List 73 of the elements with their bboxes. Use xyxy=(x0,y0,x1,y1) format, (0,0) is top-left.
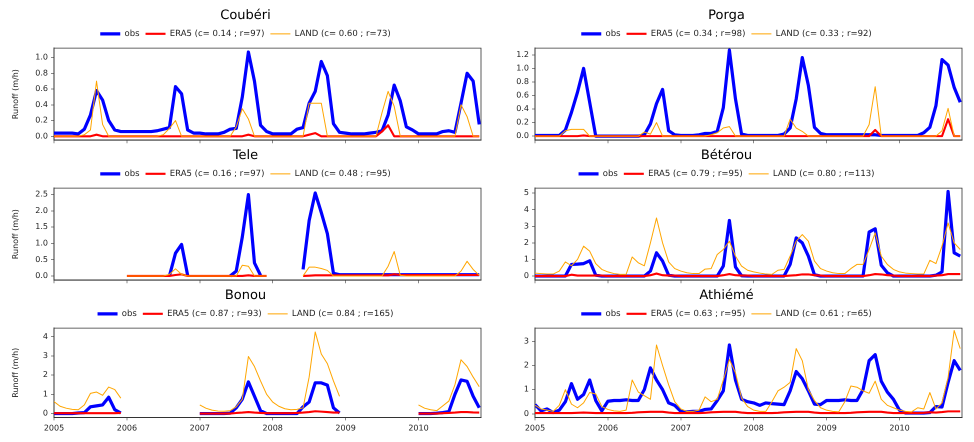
y-tick-label: 1 xyxy=(42,389,48,398)
y-axis-title: Runoff (m/h) xyxy=(10,209,20,260)
y-tick-label: 1.0 xyxy=(35,52,48,62)
x-tick-label: 2010 xyxy=(408,423,429,432)
legend-label: LAND (c= 0.33 ; r=92) xyxy=(776,29,872,40)
y-tick-label: 0.5 xyxy=(35,254,48,264)
legend-label: LAND (c= 0.80 ; r=113) xyxy=(772,169,874,180)
y-tick-label: 0.6 xyxy=(35,84,48,94)
legend-label: obs xyxy=(602,169,618,180)
y-tick-label: 1.5 xyxy=(35,222,48,232)
y-axis-title: Runoff (m/h) xyxy=(10,69,20,120)
x-tick-label: 2007 xyxy=(190,423,210,432)
y-tick-label: 3 xyxy=(524,336,529,346)
chart-title: Bétérou xyxy=(700,148,752,164)
y-tick-label: 0.0 xyxy=(35,131,48,140)
chart-title: Coubéri xyxy=(220,8,271,24)
y-tick-label: 2.0 xyxy=(35,206,48,215)
y-tick-label: 0.2 xyxy=(35,116,48,125)
legend-label: obs xyxy=(124,169,140,180)
legend-label: ERA5 (c= 0.34 ; r=98) xyxy=(650,29,746,40)
y-tick-label: 0.0 xyxy=(35,271,48,280)
y-tick-label: 0.0 xyxy=(516,131,529,140)
chart-title: Bonou xyxy=(224,288,266,304)
y-tick-label: 1.0 xyxy=(35,238,48,248)
y-tick-label: 0.4 xyxy=(35,100,48,109)
x-tick-label: 2009 xyxy=(816,423,837,432)
legend-label: obs xyxy=(606,29,622,40)
y-tick-label: 0 xyxy=(524,408,529,418)
y-tick-label: 2 xyxy=(524,238,529,247)
y-tick-label: 0 xyxy=(524,271,529,280)
x-tick-label: 2007 xyxy=(670,423,691,432)
y-tick-label: 4 xyxy=(524,204,529,214)
x-tick-label: 2006 xyxy=(116,423,138,432)
y-tick-label: 1.2 xyxy=(516,50,529,59)
chart-title: Athiémé xyxy=(699,288,754,304)
x-tick-label: 2005 xyxy=(44,423,64,432)
y-tick-label: 4 xyxy=(42,332,48,341)
legend-label: ERA5 (c= 0.14 ; r=97) xyxy=(170,29,264,40)
x-tick-label: 2005 xyxy=(524,423,546,432)
y-tick-label: 0 xyxy=(42,408,48,418)
legend-label: ERA5 (c= 0.63 ; r=95) xyxy=(650,309,746,320)
y-tick-label: 0.8 xyxy=(516,77,529,86)
y-tick-label: 2.5 xyxy=(35,190,48,199)
y-tick-label: 2 xyxy=(42,370,48,380)
legend-label: obs xyxy=(124,29,140,40)
y-tick-label: 0.6 xyxy=(516,90,529,100)
legend-label: ERA5 (c= 0.87 ; r=93) xyxy=(167,309,262,320)
legend-label: ERA5 (c= 0.79 ; r=95) xyxy=(648,169,743,180)
legend-label: LAND (c= 0.60 ; r=73) xyxy=(294,29,391,40)
y-tick-label: 0.4 xyxy=(516,104,529,114)
y-tick-label: 1.0 xyxy=(516,63,529,72)
legend-label: obs xyxy=(606,309,622,320)
legend-label: ERA5 (c= 0.16 ; r=97) xyxy=(170,169,264,180)
legend-label: LAND (c= 0.61 ; r=65) xyxy=(776,309,872,320)
x-tick-label: 2010 xyxy=(889,423,910,432)
y-tick-label: 2 xyxy=(524,360,529,370)
x-tick-label: 2008 xyxy=(744,423,764,432)
x-tick-label: 2008 xyxy=(262,423,283,432)
y-axis-title: Runoff (m/h) xyxy=(10,348,20,398)
y-tick-label: 0.8 xyxy=(35,68,48,78)
y-tick-label: 0.2 xyxy=(516,118,529,127)
y-tick-label: 1 xyxy=(524,384,529,394)
y-tick-label: 1 xyxy=(524,254,529,264)
chart-title: Tele xyxy=(232,148,258,164)
x-tick-label: 2006 xyxy=(598,423,618,432)
legend-label: LAND (c= 0.48 ; r=95) xyxy=(294,169,391,180)
y-tick-label: 3 xyxy=(42,351,48,360)
y-tick-label: 5 xyxy=(524,188,529,198)
legend-label: LAND (c= 0.84 ; r=165) xyxy=(292,309,394,320)
y-tick-label: 3 xyxy=(524,221,529,230)
legend-label: obs xyxy=(122,309,138,320)
x-tick-label: 2009 xyxy=(335,423,356,432)
chart-title: Porga xyxy=(708,8,745,24)
